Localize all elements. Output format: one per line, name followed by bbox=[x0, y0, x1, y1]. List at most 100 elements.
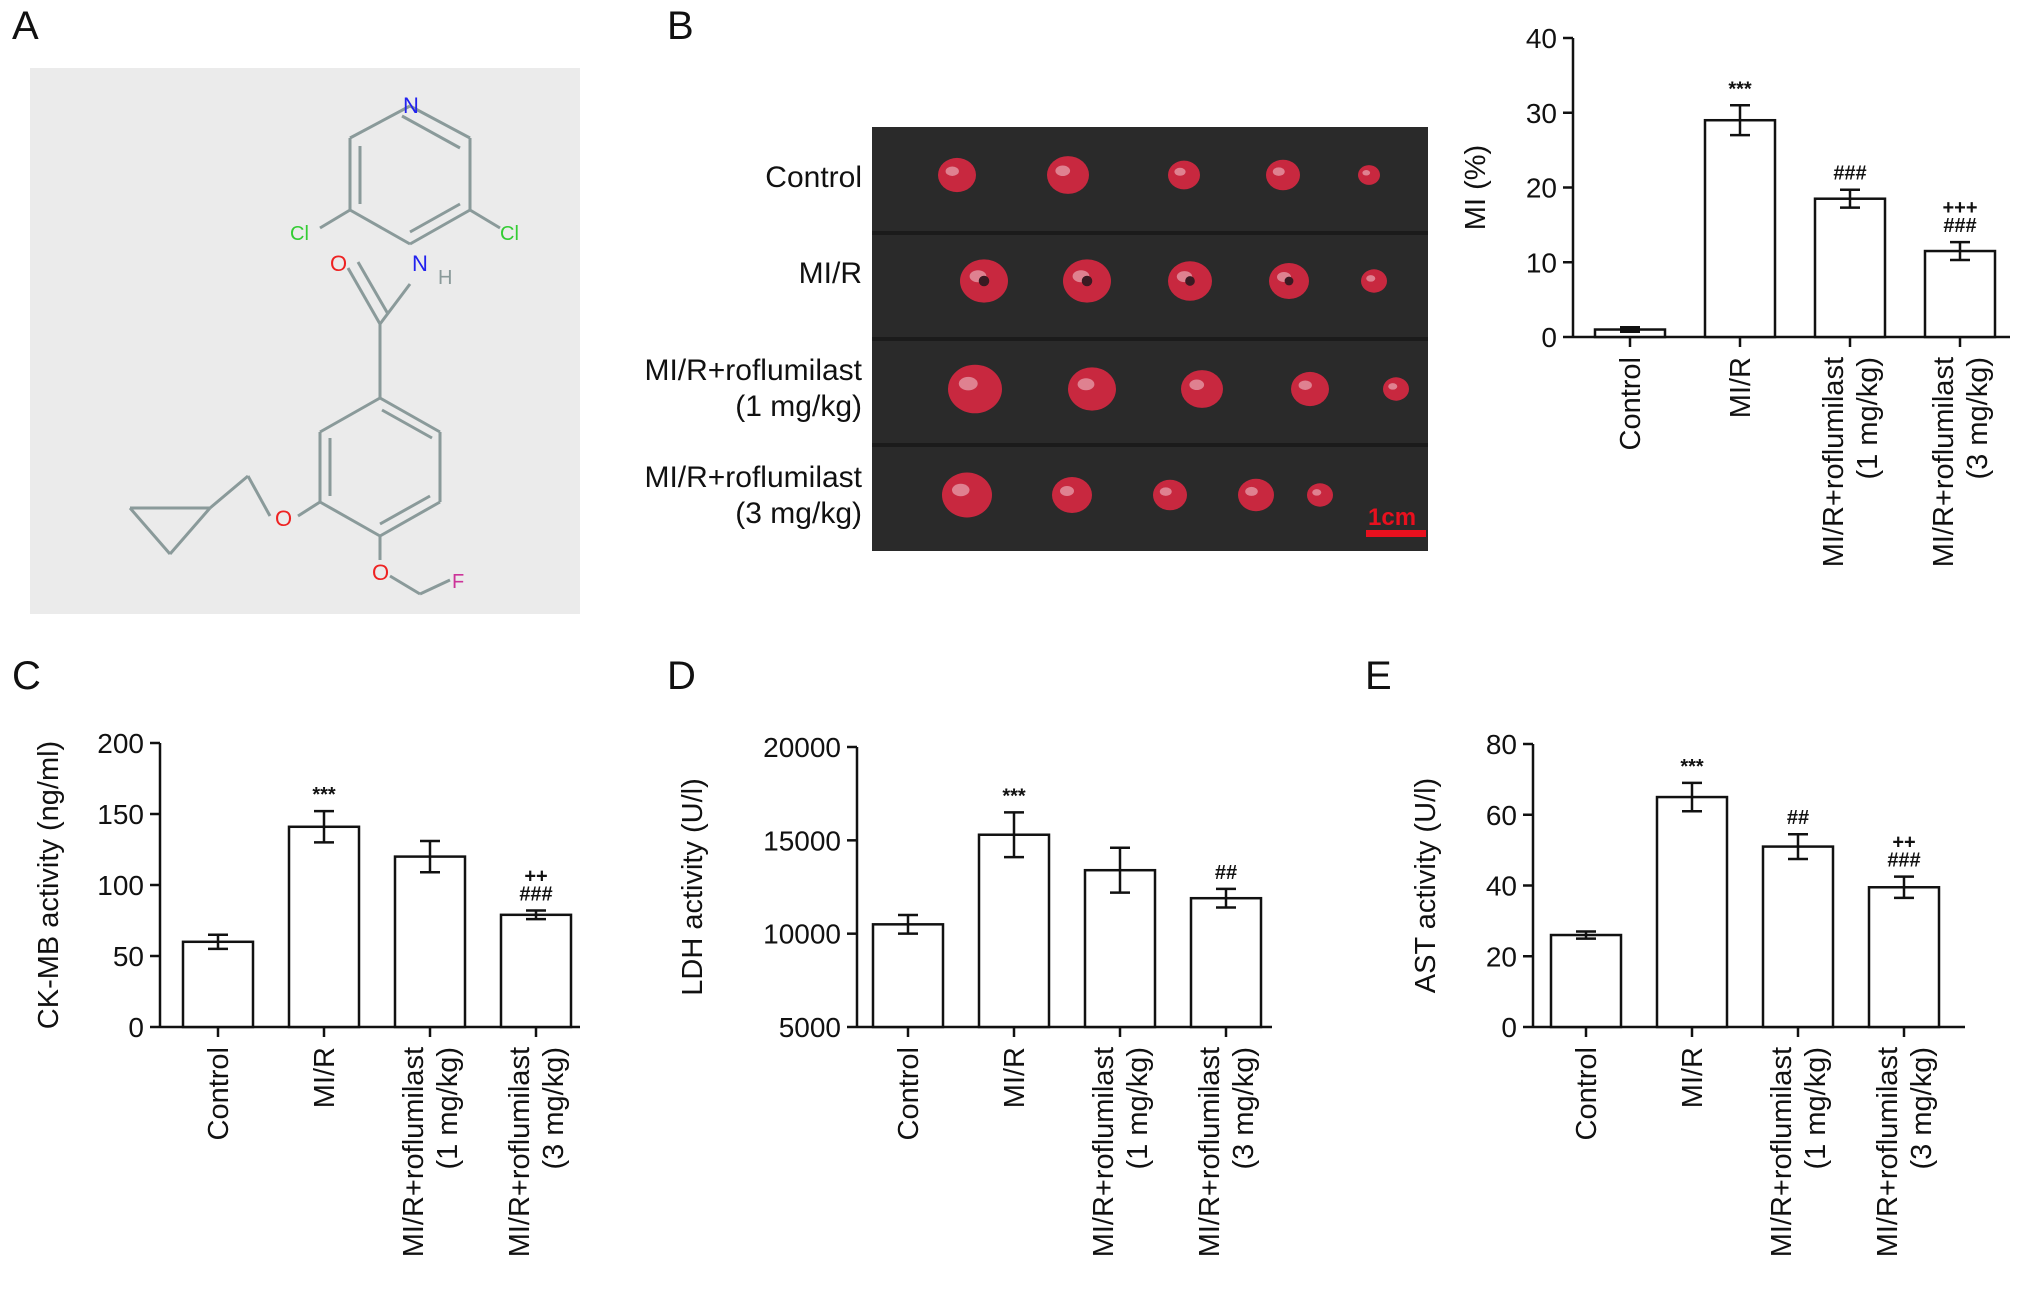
atom-o-carbonyl: O bbox=[330, 251, 347, 276]
significance-label: ## bbox=[1787, 807, 1809, 829]
x-tick-label: Control bbox=[893, 1047, 925, 1141]
y-tick-label: 0 bbox=[1541, 322, 1557, 353]
row-label-line: Control bbox=[765, 161, 862, 194]
y-tick-label: 10 bbox=[1526, 247, 1557, 278]
y-tick-label: 200 bbox=[97, 728, 144, 759]
y-axis-label: CK-MB activity (ng/ml) bbox=[33, 741, 65, 1029]
x-tick-label: (1 mg/kg) bbox=[1852, 357, 1884, 479]
y-tick-label: 50 bbox=[113, 941, 144, 972]
significance-label: *** bbox=[1680, 756, 1704, 778]
bar bbox=[499, 913, 573, 1029]
slice-highlight bbox=[1298, 380, 1312, 390]
slice-highlight bbox=[1174, 167, 1186, 176]
x-tick-label: MI/R+roflumilast bbox=[1088, 1047, 1120, 1257]
x-category-label: Control bbox=[1571, 1047, 1603, 1141]
slice-highlight bbox=[1245, 486, 1258, 496]
bar bbox=[1189, 896, 1263, 1029]
x-category-label: MI/R+roflumilast (1 mg/kg) bbox=[398, 1047, 464, 1257]
y-tick-label: 40 bbox=[1526, 23, 1557, 54]
x-tick-label: MI/R+roflumilast bbox=[1928, 357, 1960, 567]
y-tick-label: 100 bbox=[97, 870, 144, 901]
slice-highlight bbox=[1189, 379, 1205, 391]
x-category-label: Control bbox=[1615, 357, 1647, 451]
atom-n: N bbox=[403, 93, 419, 118]
x-category-label: Control bbox=[893, 1047, 925, 1141]
y-axis-label: MI (%) bbox=[1460, 145, 1492, 230]
bar bbox=[1703, 118, 1777, 339]
y-axis-label: LDH activity (U/l) bbox=[677, 778, 709, 996]
y-tick-label: 0 bbox=[1501, 1012, 1517, 1043]
y-tick-label: 0 bbox=[128, 1012, 144, 1043]
slice-highlight bbox=[945, 166, 959, 176]
x-tick-label: Control bbox=[203, 1047, 235, 1141]
bar bbox=[1083, 868, 1157, 1029]
x-tick-label: MI/R+roflumilast bbox=[1766, 1047, 1798, 1257]
y-axis-label: AST activity (U/l) bbox=[1410, 778, 1442, 993]
scale-bar-label: 1cm bbox=[1368, 504, 1416, 531]
chart-ck-mb: 0 50 100 150 200 CK-MB activity (ng/ml) Contro… bbox=[33, 728, 580, 1257]
heart-slice bbox=[1168, 160, 1200, 190]
scale-bar bbox=[1366, 530, 1426, 537]
bar bbox=[1813, 197, 1887, 339]
bar bbox=[393, 855, 467, 1029]
heart-slice bbox=[1383, 377, 1409, 401]
row-label-line: (1 mg/kg) bbox=[735, 390, 862, 423]
significance-label: ### bbox=[1887, 850, 1920, 872]
x-tick-label: (1 mg/kg) bbox=[1122, 1047, 1154, 1169]
y-tick-label: 20000 bbox=[763, 732, 841, 763]
x-tick-label: MI/R bbox=[999, 1047, 1031, 1108]
bar bbox=[181, 940, 255, 1029]
row-label-line: MI/R+roflumilast bbox=[644, 354, 862, 387]
significance-label: *** bbox=[1002, 785, 1026, 807]
heart-slice bbox=[1291, 371, 1329, 407]
x-tick-label: MI/R+roflumilast bbox=[398, 1047, 430, 1257]
photo-row-label-control: Control bbox=[765, 160, 862, 196]
slice-lumen bbox=[978, 275, 990, 287]
slice-lumen bbox=[1284, 276, 1294, 286]
x-tick-label: MI/R+roflumilast bbox=[1194, 1047, 1226, 1257]
x-category-label: MI/R+roflumilast (1 mg/kg) bbox=[1088, 1047, 1154, 1257]
x-tick-label: MI/R+roflumilast bbox=[504, 1047, 536, 1257]
roflumilast-structure: N Cl Cl O N H O O F F bbox=[30, 68, 580, 614]
x-tick-label: (3 mg/kg) bbox=[1962, 357, 1994, 479]
photo-divider bbox=[872, 337, 1428, 341]
heart-slice bbox=[1358, 165, 1380, 185]
heart-slice bbox=[948, 364, 1002, 414]
x-tick-label: MI/R bbox=[1725, 357, 1757, 418]
x-tick-label: (1 mg/kg) bbox=[432, 1047, 464, 1169]
slice-highlight bbox=[1060, 486, 1074, 496]
atom-o-ether-2: O bbox=[372, 560, 389, 585]
slice-highlight bbox=[1388, 383, 1398, 390]
x-category-label: MI/R+roflumilast (1 mg/kg) bbox=[1818, 357, 1884, 567]
slice-highlight bbox=[1159, 487, 1172, 496]
x-tick-label: MI/R bbox=[309, 1047, 341, 1108]
y-tick-label: 10000 bbox=[763, 919, 841, 950]
chart-mi-percent: 0 10 20 30 40 MI (%) Control *** MI/R ### MI/R+rof… bbox=[1460, 23, 2010, 567]
heart-slice bbox=[942, 472, 992, 518]
slice-highlight bbox=[958, 376, 978, 391]
y-tick-label: 20 bbox=[1486, 941, 1517, 972]
bar bbox=[871, 923, 945, 1029]
y-tick-label: 15000 bbox=[763, 825, 841, 856]
structure-background bbox=[30, 68, 580, 614]
y-tick-label: 5000 bbox=[779, 1012, 841, 1043]
atom-n-amide: N bbox=[412, 251, 428, 276]
atom-cl-left: Cl bbox=[290, 223, 309, 245]
heart-slice bbox=[1266, 159, 1300, 191]
bar bbox=[1923, 249, 1997, 339]
panel-label-d: D bbox=[667, 654, 696, 698]
photo-divider bbox=[872, 231, 1428, 235]
heart-slice bbox=[1068, 367, 1116, 411]
panel-label-b: B bbox=[667, 4, 694, 48]
x-tick-label: MI/R+roflumilast bbox=[1872, 1047, 1904, 1257]
atom-cl-right: Cl bbox=[500, 223, 519, 245]
bar bbox=[1761, 845, 1835, 1029]
y-tick-label: 20 bbox=[1526, 173, 1557, 204]
x-tick-label: (3 mg/kg) bbox=[1906, 1047, 1938, 1169]
x-category-label: MI/R bbox=[1725, 357, 1757, 418]
significance-label: *** bbox=[1728, 78, 1752, 100]
bar bbox=[1867, 886, 1941, 1029]
slice-highlight bbox=[1055, 165, 1071, 177]
slice-highlight bbox=[1272, 167, 1285, 176]
significance-label: ### bbox=[1833, 163, 1866, 185]
